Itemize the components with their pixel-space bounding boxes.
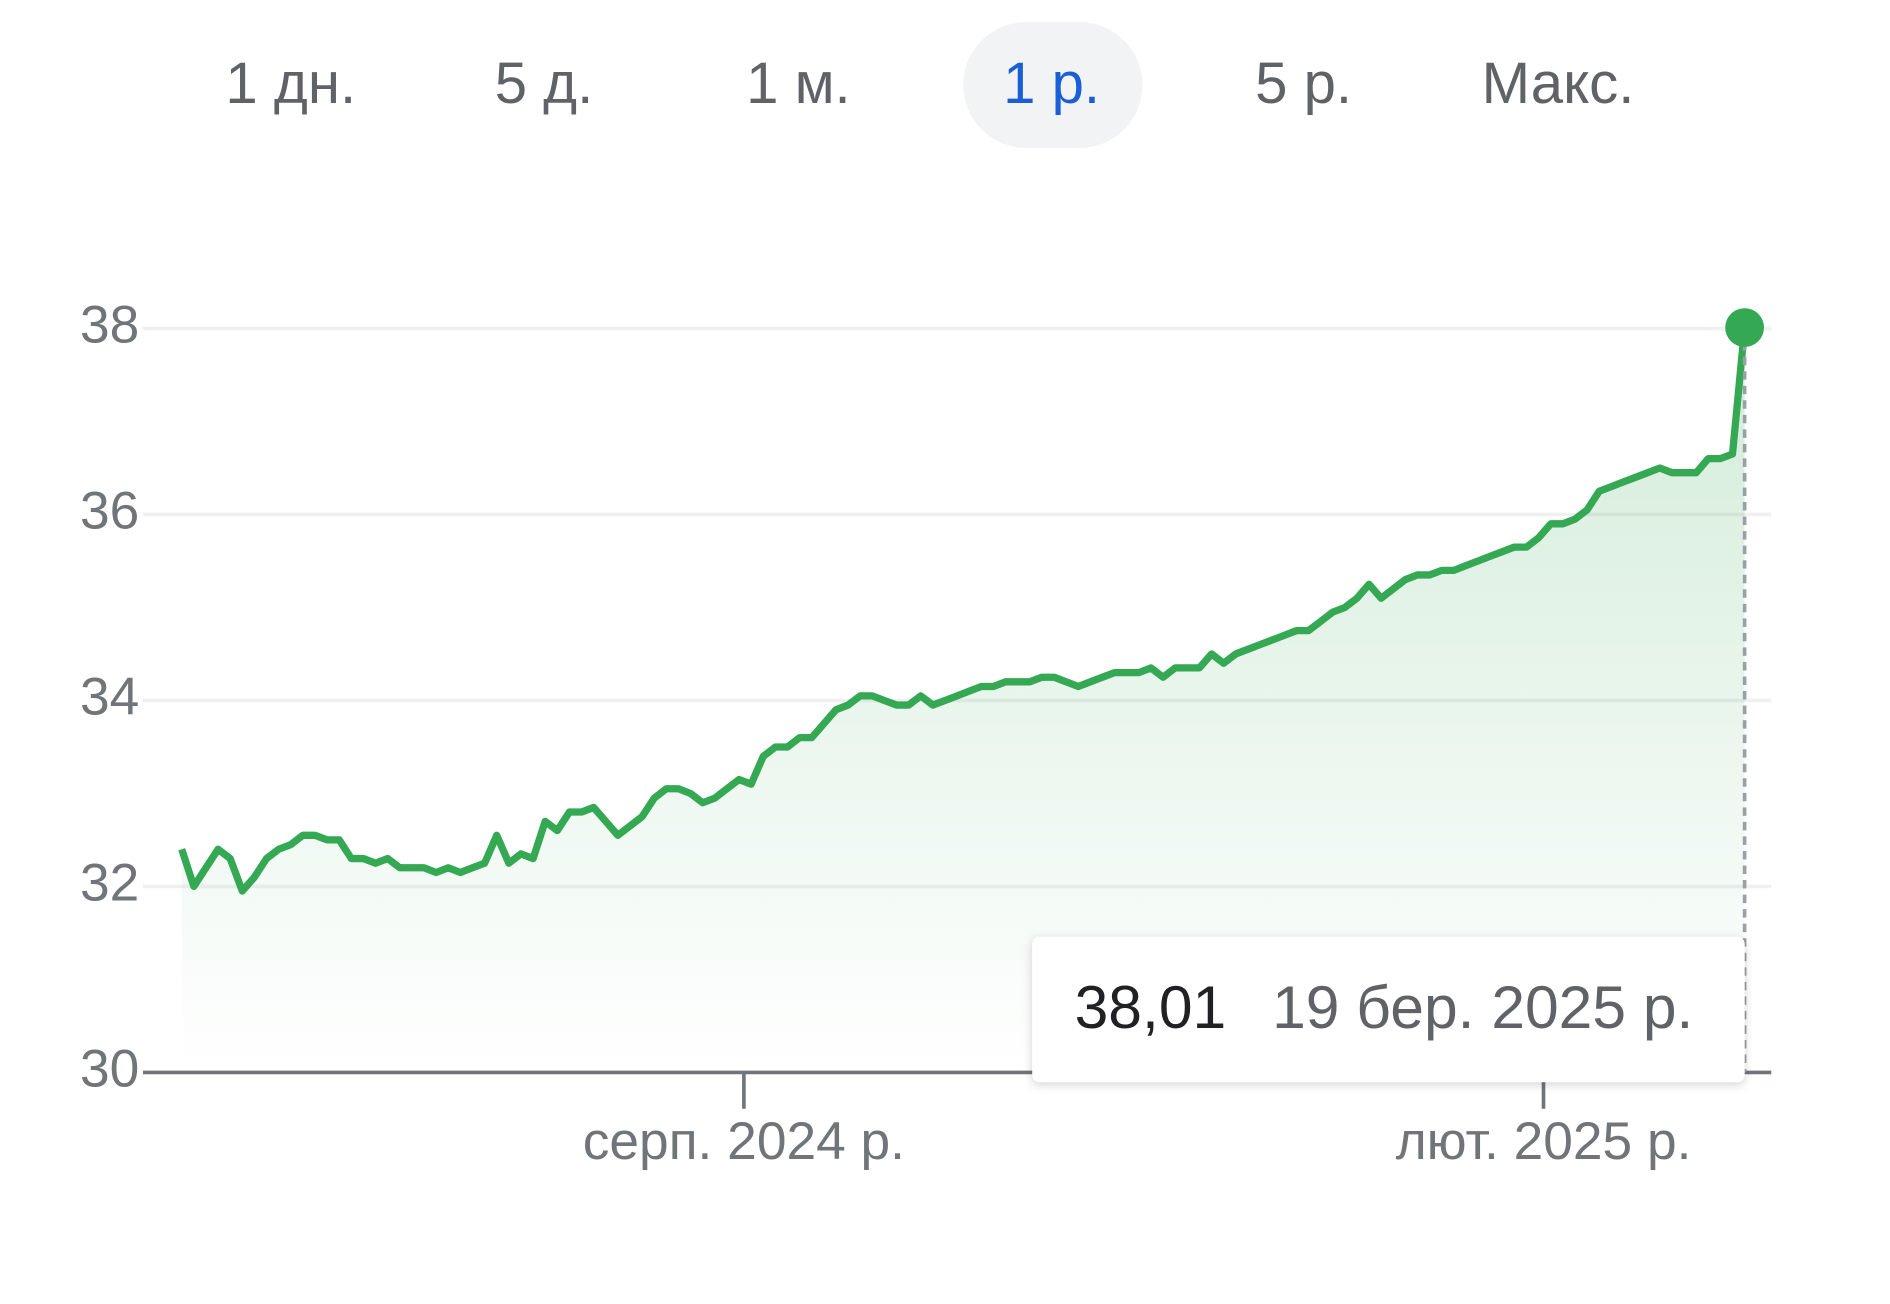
range-tab[interactable]: 1 р.: [1003, 51, 1100, 116]
tooltip-value: 38,01: [1075, 973, 1227, 1041]
range-tab[interactable]: 5 д.: [495, 51, 594, 116]
last-point: [1725, 308, 1764, 347]
y-tick-label: 32: [80, 854, 139, 913]
range-tab[interactable]: 1 дн.: [225, 51, 356, 116]
y-tick-label: 36: [80, 482, 139, 541]
tooltip: [1032, 936, 1745, 1083]
active-tab-bg: [963, 22, 1143, 148]
tooltip-date: 19 бер. 2025 р.: [1272, 973, 1693, 1041]
y-tick-label: 34: [80, 668, 139, 727]
area: [181, 327, 1745, 1073]
x-tick-label: лют. 2025 р.: [1396, 1112, 1692, 1171]
y-tick-label: 30: [80, 1039, 139, 1098]
range-tab[interactable]: 1 м.: [746, 51, 851, 116]
price-line: [178, 327, 1749, 895]
y-tick-label: 38: [80, 296, 139, 355]
range-tab[interactable]: 5 р.: [1255, 51, 1352, 116]
range-tab[interactable]: Макс.: [1482, 51, 1635, 116]
x-tick-label: серп. 2024 р.: [583, 1112, 905, 1171]
